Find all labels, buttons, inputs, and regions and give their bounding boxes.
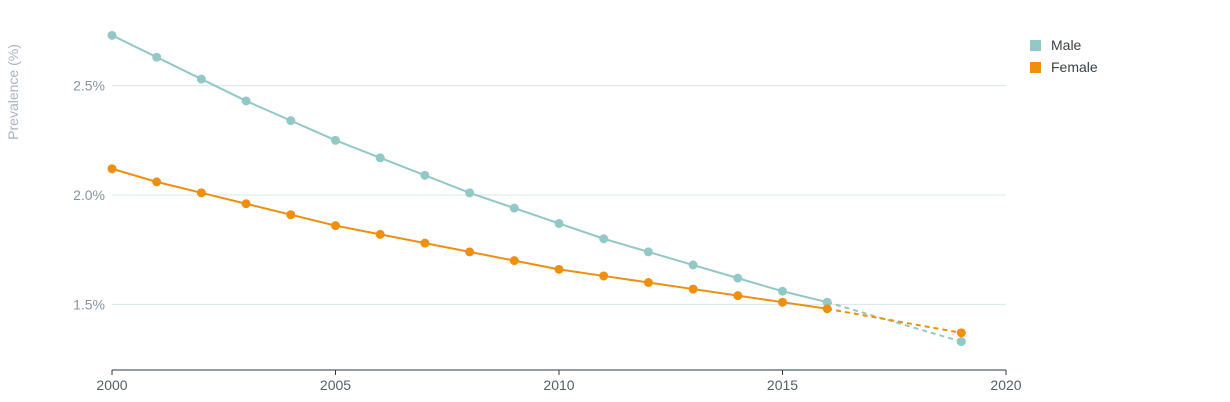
legend-item-female[interactable]: Female — [1030, 56, 1098, 78]
point-male-2006 — [375, 153, 385, 163]
point-male-2010 — [554, 218, 564, 228]
point-female-2019 — [956, 328, 966, 338]
x-tick-label-4: 2020 — [990, 377, 1021, 393]
legend-swatch-female — [1030, 61, 1041, 73]
point-female-2001 — [152, 177, 162, 187]
x-tick-label-2: 2010 — [543, 377, 574, 393]
point-female-2003 — [241, 199, 251, 209]
y-tick-label-0: 1.5% — [73, 296, 105, 312]
point-female-2004 — [286, 210, 296, 220]
series-projection-female — [827, 307, 962, 334]
point-female-2011 — [599, 271, 609, 281]
legend-label-female: Female — [1051, 59, 1098, 75]
point-male-2011 — [599, 234, 609, 244]
point-female-2002 — [196, 188, 206, 198]
point-female-2016 — [822, 304, 832, 314]
legend-swatch-male — [1030, 39, 1041, 51]
series-projection-male — [826, 301, 962, 343]
point-male-2002 — [196, 74, 206, 84]
series-line-male — [111, 34, 828, 304]
point-female-2006 — [375, 229, 385, 239]
y-tick-label-2: 2.5% — [73, 78, 105, 94]
point-male-2007 — [420, 170, 430, 180]
point-male-2015 — [778, 286, 787, 296]
point-male-2009 — [509, 203, 519, 213]
x-tick-label-0: 2000 — [96, 377, 127, 393]
y-tick-label-1: 2.0% — [73, 187, 105, 203]
point-male-2019 — [956, 337, 966, 347]
series-layer — [111, 34, 962, 343]
point-male-2014 — [733, 273, 743, 283]
point-male-2003 — [241, 96, 251, 106]
point-female-2010 — [554, 264, 564, 274]
point-male-2016 — [822, 297, 832, 307]
point-female-2012 — [643, 278, 653, 287]
axes: 1.5% 2.0% 2.5% 2000 2005 2010 2015 2020 — [73, 78, 1022, 393]
point-male-2013 — [688, 260, 698, 270]
point-female-2013 — [688, 284, 698, 294]
point-female-2007 — [420, 238, 430, 248]
point-female-2009 — [509, 256, 519, 266]
points-layer — [107, 30, 966, 347]
point-male-2001 — [152, 52, 162, 62]
point-female-2015 — [778, 297, 787, 307]
point-male-2004 — [286, 116, 296, 126]
x-tick-label-3: 2015 — [767, 377, 798, 393]
point-male-2000 — [107, 30, 117, 40]
point-male-2008 — [465, 188, 475, 198]
point-male-2005 — [331, 135, 340, 145]
gridlines — [112, 85, 1006, 305]
point-female-2000 — [107, 164, 117, 174]
point-female-2005 — [331, 221, 340, 231]
point-female-2008 — [465, 247, 475, 257]
legend: Male Female — [1030, 34, 1098, 78]
point-male-2012 — [643, 247, 653, 257]
point-female-2014 — [733, 291, 743, 301]
x-tick-label-1: 2005 — [320, 377, 351, 393]
legend-item-male[interactable]: Male — [1030, 34, 1098, 56]
y-axis-label: Prevalence (%) — [5, 44, 21, 140]
legend-label-male: Male — [1051, 37, 1082, 53]
